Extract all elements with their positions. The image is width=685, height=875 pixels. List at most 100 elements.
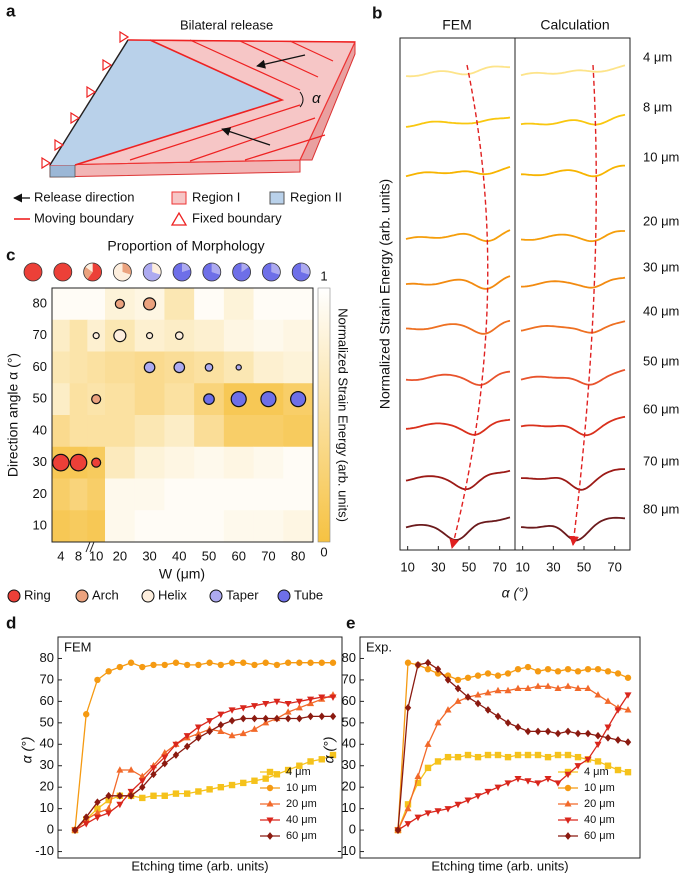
data-point	[83, 711, 90, 718]
y-tick-label: 10	[33, 518, 47, 533]
energy-curve	[405, 275, 511, 290]
data-point	[614, 670, 622, 677]
data-point	[206, 659, 213, 666]
heat-cell	[194, 446, 225, 479]
data-point	[454, 753, 462, 761]
data-point	[318, 694, 326, 701]
y-tick-label: 30	[33, 454, 47, 469]
heat-cell	[105, 383, 136, 416]
y-tick-label: 50	[40, 714, 54, 729]
legend-label: Release direction	[34, 189, 134, 204]
y-tick-label: 60	[342, 693, 356, 708]
data-point	[195, 661, 202, 669]
legend-swatch	[277, 589, 291, 603]
data-point	[474, 793, 482, 800]
energy-curve	[520, 415, 626, 437]
heat-cell	[194, 415, 225, 448]
data-point	[584, 756, 592, 764]
data-point	[514, 665, 522, 673]
data-point	[404, 804, 412, 812]
data-point	[262, 775, 269, 782]
legend-swatch	[75, 589, 89, 603]
heat-cell	[87, 351, 106, 384]
data-point	[150, 792, 157, 799]
heat-cell	[253, 288, 284, 321]
data-point	[604, 762, 612, 769]
data-point	[228, 659, 236, 666]
heat-cell	[223, 446, 255, 479]
data-point	[228, 731, 236, 739]
data-point	[307, 696, 315, 704]
data-point	[172, 751, 180, 759]
colorbar-tick-label: 1	[320, 268, 327, 283]
data-point	[307, 659, 314, 666]
colorbar-tick-label: 0	[320, 544, 327, 559]
plot-frame	[57, 636, 343, 859]
pie-slice	[262, 263, 280, 281]
heat-cell	[87, 415, 106, 448]
data-point	[484, 751, 492, 759]
heat-cell	[52, 351, 71, 384]
y-tick-label: 50	[342, 714, 356, 729]
pie-slice	[172, 263, 192, 281]
legend-label: 20 μm	[584, 798, 615, 810]
y-tick-label: 70	[40, 671, 54, 686]
data-point	[624, 692, 632, 699]
y-tick-label: 0	[349, 822, 356, 837]
data-point	[524, 684, 532, 692]
x-tick-label: 70	[261, 548, 275, 563]
data-point	[524, 751, 532, 759]
energy-curve	[405, 165, 511, 178]
data-point	[474, 699, 482, 708]
data-point	[414, 779, 422, 787]
data-point	[484, 788, 492, 796]
data-point	[554, 751, 562, 759]
heat-cell	[164, 383, 195, 416]
y-tick-label: -10	[35, 843, 54, 858]
data-point	[307, 758, 314, 765]
data-point	[574, 684, 582, 692]
legend-label: 10 μm	[584, 782, 615, 794]
data-point	[544, 776, 552, 783]
heat-cell	[134, 446, 165, 479]
heat-cell	[69, 383, 88, 416]
heat-cell	[283, 510, 314, 543]
data-point	[524, 663, 532, 671]
x-tick-label: 80	[291, 548, 305, 563]
heat-cell	[52, 415, 71, 448]
heat-cell	[283, 351, 314, 384]
y-tick-label: 60	[33, 359, 47, 374]
data-point	[604, 724, 612, 731]
column-header: Calculation	[540, 17, 609, 33]
data-point	[105, 796, 112, 804]
heat-cell	[69, 288, 88, 321]
legend-label: Arch	[92, 587, 119, 602]
data-point	[594, 758, 602, 765]
pie-outline	[113, 262, 132, 282]
y-axis-label: α (°)	[321, 737, 337, 764]
y-tick-label: 70	[342, 671, 356, 686]
data-point	[424, 665, 432, 673]
column-header: FEM	[442, 17, 472, 33]
data-point	[127, 766, 135, 773]
legend-marker	[266, 800, 274, 807]
data-point	[284, 700, 292, 708]
data-point	[504, 753, 512, 761]
data-point	[454, 801, 462, 809]
data-point	[105, 804, 113, 812]
data-point	[161, 792, 168, 799]
heat-cell	[69, 415, 88, 448]
pie-slice	[292, 263, 310, 282]
data-point	[284, 766, 292, 774]
data-point	[484, 670, 492, 677]
data-point	[150, 661, 157, 669]
row-label: 4 μm	[643, 49, 672, 64]
pie-outline	[291, 262, 311, 282]
pie-slice	[211, 263, 221, 275]
heat-cell	[69, 319, 88, 352]
energy-curve	[521, 276, 626, 289]
data-point	[139, 783, 146, 792]
data-point	[584, 684, 592, 692]
x-tick-label: 70	[492, 559, 506, 574]
